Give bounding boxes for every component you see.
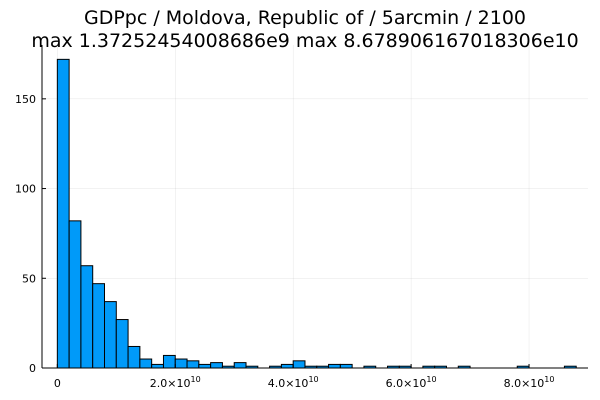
x-tick-exponent: 10 [308,375,318,384]
y-tick-label: 100 [15,183,36,196]
histogram-bar [56,58,70,369]
histogram-bar [292,360,306,369]
histogram-bar [174,358,188,369]
histogram-bar [162,354,176,369]
histogram-bar [280,363,294,369]
x-tick-exponent: 10 [426,375,436,384]
x-tick-mantissa: 2.0×10 [150,377,191,390]
histogram-bar [339,363,353,369]
histogram-bar [68,220,82,369]
x-tick-mantissa: 8.0×10 [504,377,545,390]
x-tick-mantissa: 4.0×10 [268,377,309,390]
histogram-bar [80,265,94,369]
histogram-bar [210,362,223,369]
x-tick-exponent: 10 [544,375,554,384]
x-tick-mantissa: 6.0×10 [386,377,427,390]
histogram-bar [151,363,164,369]
chart-title-line-1: GDPpc / Moldova, Republic of / 5arcmin /… [84,7,526,29]
histogram-bar [328,363,341,369]
histogram-bar [186,360,200,369]
histogram-bar [198,363,212,369]
x-tick-label: 2.0×1010 [150,375,201,390]
chart-title-line-2: max 1.37252454008686e9 max 8.67890616701… [31,30,578,52]
histogram-bar [92,283,106,369]
y-tick-label: 150 [15,93,36,106]
bars-layer [56,58,577,369]
x-tick-label: 8.0×1010 [504,375,555,390]
x-tick-exponent: 10 [191,375,201,384]
y-tick-label: 50 [22,272,36,285]
histogram-bar [115,319,129,369]
y-tick-label: 0 [29,362,36,375]
histogram-bar [127,345,141,369]
x-tick-mantissa: 0 [54,377,61,390]
x-tick-label: 6.0×1010 [386,375,437,390]
x-tick-label: 0 [54,377,61,390]
histogram-bar [104,301,117,369]
x-tick-label: 4.0×1010 [268,375,319,390]
histogram-bar [233,362,247,369]
histogram-bar [139,358,153,369]
